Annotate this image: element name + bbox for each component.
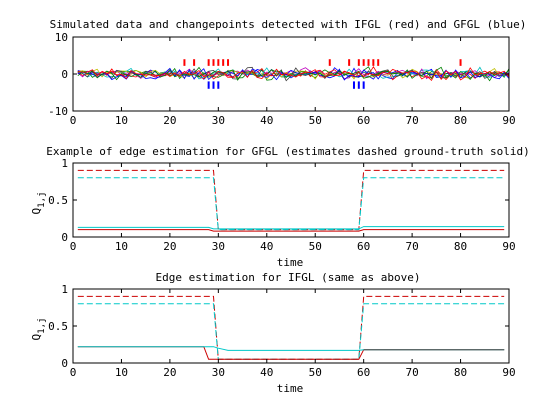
x-tick-label: 60 — [357, 366, 370, 379]
noise-series-line — [77, 67, 510, 82]
x-tick-label: 80 — [454, 114, 467, 127]
x-tick-label: 40 — [260, 366, 273, 379]
panel1-title: Simulated data and changepoints detected… — [50, 18, 527, 31]
panel3-ylabel-main: Q — [30, 334, 43, 341]
panel3-series-layer — [77, 295, 505, 360]
x-tick-label: 10 — [115, 240, 128, 253]
x-tick-label: 20 — [163, 366, 176, 379]
x-tick-label: 10 — [115, 114, 128, 127]
panel3-ylabel-sub: 1,j — [37, 318, 47, 334]
panel3-plot-area — [73, 289, 509, 363]
x-tick-label: 20 — [163, 240, 176, 253]
x-tick-label: 40 — [260, 240, 273, 253]
x-tick-label: 50 — [309, 114, 322, 127]
panel-gfgl-edge-estimation: Example of edge estimation for GFGL (est… — [30, 145, 530, 269]
panel2-ylabel-main: Q — [30, 208, 43, 215]
panel1-series-layer — [77, 66, 510, 82]
y-tick-label: 0.5 — [48, 194, 68, 207]
x-tick-label: 50 — [309, 240, 322, 253]
x-tick-label: 0 — [70, 114, 77, 127]
estimate-dashed-line — [77, 295, 505, 360]
x-tick-label: 0 — [70, 240, 77, 253]
panel1-changepoint-layer — [183, 59, 462, 89]
y-tick-label: 1 — [61, 157, 68, 170]
panel3-ylabel: Q1,j — [30, 318, 47, 341]
x-tick-label: 90 — [502, 240, 515, 253]
x-tick-label: 80 — [454, 240, 467, 253]
x-tick-label: 80 — [454, 366, 467, 379]
y-tick-label: -10 — [48, 105, 68, 118]
x-tick-label: 90 — [502, 114, 515, 127]
y-tick-label: 1 — [61, 283, 68, 296]
x-tick-label: 90 — [502, 366, 515, 379]
panel2-ylabel: Q1,j — [30, 192, 47, 215]
estimate-dashed-line — [77, 177, 505, 231]
panel3-title: Edge estimation for IFGL (same as above) — [156, 271, 421, 284]
x-tick-label: 30 — [212, 366, 225, 379]
x-tick-label: 70 — [405, 366, 418, 379]
panel3-xlabel: time — [277, 382, 304, 395]
panel2-ticks: 0 10 20 30 40 50 60 70 80 90 0 0.5 1 — [48, 157, 516, 253]
x-tick-label: 0 — [70, 366, 77, 379]
panel2-ylabel-sub: 1,j — [37, 192, 47, 208]
y-tick-label: 10 — [55, 31, 68, 44]
y-tick-label: 0 — [61, 68, 68, 81]
noise-series-line — [77, 67, 510, 81]
y-tick-label: 0 — [61, 231, 68, 244]
y-tick-label: 0 — [61, 357, 68, 370]
y-tick-label: 0.5 — [48, 320, 68, 333]
x-tick-label: 20 — [163, 114, 176, 127]
panel2-xlabel: time — [277, 256, 304, 269]
x-tick-label: 40 — [260, 114, 273, 127]
panel3-ticks: 0 10 20 30 40 50 60 70 80 90 0 0.5 1 — [48, 283, 516, 379]
x-tick-label: 10 — [115, 366, 128, 379]
ground-truth-solid-line — [77, 226, 505, 230]
x-tick-label: 50 — [309, 366, 322, 379]
x-tick-label: 60 — [357, 114, 370, 127]
panel-ifgl-edge-estimation: Edge estimation for IFGL (same as above)… — [30, 271, 516, 395]
panel2-plot-area — [73, 163, 509, 237]
x-tick-label: 70 — [405, 114, 418, 127]
panel2-title: Example of edge estimation for GFGL (est… — [46, 145, 529, 158]
x-tick-label: 30 — [212, 240, 225, 253]
noise-series-line — [77, 66, 510, 80]
panel2-series-layer — [77, 169, 505, 232]
panel-simulated-data: Simulated data and changepoints detected… — [48, 18, 526, 127]
x-tick-label: 70 — [405, 240, 418, 253]
x-tick-label: 60 — [357, 240, 370, 253]
x-tick-label: 30 — [212, 114, 225, 127]
ground-truth-solid-line — [77, 229, 505, 232]
